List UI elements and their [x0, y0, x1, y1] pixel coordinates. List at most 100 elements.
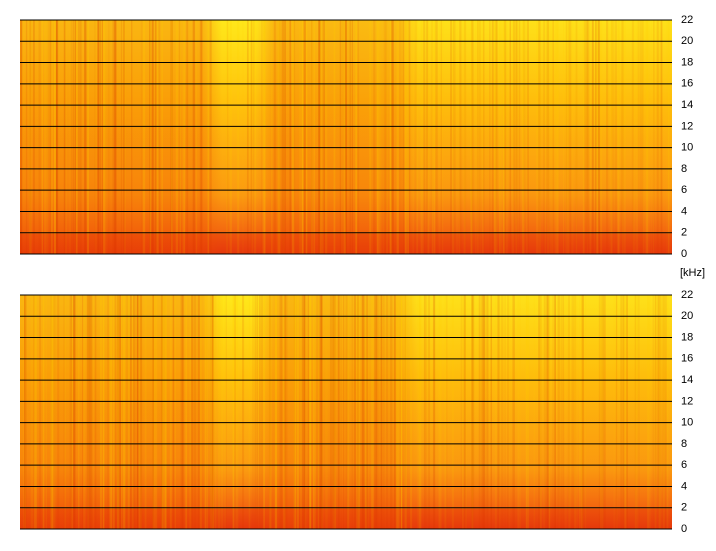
y-tick-label: 8	[681, 163, 687, 175]
spectrogram-stripe	[101, 20, 103, 254]
y-tick-label: 0	[681, 248, 687, 260]
spectrogram-stripe	[87, 20, 89, 254]
spectrogram-stripe	[451, 20, 454, 254]
spectrogram-stripe	[181, 295, 184, 529]
spectrogram-stripe	[475, 20, 477, 254]
spectrogram-stripe	[419, 295, 421, 529]
spectrogram-stripe	[556, 20, 559, 254]
spectrogram-stripe	[490, 295, 493, 529]
spectrogram-stripe	[75, 20, 77, 254]
spectrogram-stripe	[180, 295, 183, 529]
spectrogram-stripe	[304, 295, 306, 529]
spectrogram-stripe	[595, 20, 599, 254]
spectrogram-stripe	[273, 20, 276, 254]
spectrogram-stripe	[584, 20, 587, 254]
spectrogram-stripe	[450, 20, 452, 254]
spectrogram-stripe	[79, 20, 82, 254]
spectrogram-stripe	[426, 20, 429, 254]
spectrogram-stripe	[87, 20, 89, 254]
spectrogram-stripe	[497, 295, 499, 529]
spectrogram-stripe	[122, 295, 125, 529]
spectrogram-stripe	[438, 295, 441, 529]
spectrogram-stripe	[111, 295, 113, 529]
spectrogram-stripe	[269, 295, 271, 529]
spectrogram-stripe	[666, 295, 669, 529]
spectrogram-stripe	[571, 20, 574, 254]
spectrogram-stripe	[390, 20, 393, 254]
spectrogram-stripe	[539, 295, 542, 529]
spectrogram-stripe	[522, 20, 524, 254]
spectrogram-stripe	[552, 295, 554, 529]
spectrogram-stripe	[319, 20, 321, 254]
spectrogram-stripe	[256, 295, 258, 529]
spectrogram-stripe	[435, 20, 438, 254]
spectrogram-stripe	[499, 20, 501, 254]
spectrogram-stripe	[558, 295, 561, 529]
spectrogram-stripe	[313, 295, 315, 529]
spectrogram-stripe	[426, 20, 429, 254]
spectrogram-stripe	[624, 295, 627, 529]
y-tick-label: 6	[681, 184, 687, 196]
spectrogram-stripe	[412, 20, 414, 254]
spectrogram-stripe	[333, 20, 336, 254]
spectrogram-stripe	[416, 20, 419, 254]
spectrogram-stripe	[63, 295, 65, 529]
spectrogram-stripe	[645, 20, 647, 254]
spectrogram-stripe	[344, 20, 347, 254]
spectrogram-stripe	[75, 20, 77, 254]
spectrogram-stripe	[303, 295, 306, 529]
spectrogram-stripe	[87, 295, 90, 529]
spectrogram-stripe	[54, 20, 56, 254]
spectrogram-stripe	[322, 295, 324, 529]
spectrogram-stripe	[149, 20, 151, 254]
spectrogram-stripe	[538, 20, 541, 254]
spectrogram-stripe	[369, 20, 372, 254]
spectrogram-stripe	[431, 20, 433, 254]
spectrogram-stripe	[179, 20, 181, 254]
spectrogram-stripe	[656, 20, 658, 254]
spectrogram-stripe	[508, 295, 511, 529]
spectrogram-stripe	[247, 20, 249, 254]
spectrogram-stripe	[113, 20, 117, 254]
spectrogram-stripe	[667, 20, 669, 254]
spectrogram-stripe	[277, 20, 280, 254]
spectrogram-stripe	[646, 20, 648, 254]
spectrogram-stripe	[603, 295, 606, 529]
spectrogram-stripe	[654, 295, 657, 529]
spectrogram-stripe	[325, 295, 328, 529]
spectrogram-stripe	[545, 295, 548, 529]
spectrogram-stripe	[261, 295, 263, 529]
spectrogram-stripe	[499, 295, 501, 529]
spectrogram-stripe	[640, 20, 642, 254]
spectrogram-stripe	[114, 20, 117, 254]
spectrogram-stripe	[102, 20, 106, 254]
spectrogram-stripe	[340, 295, 342, 529]
spectrogram-stripe	[501, 20, 503, 254]
spectrogram-stripe	[592, 20, 594, 254]
spectrogram-stripe	[519, 295, 521, 529]
spectrogram-stripe	[99, 20, 101, 254]
spectrogram-stripe	[483, 20, 485, 254]
spectrogram-stripe	[624, 20, 626, 254]
spectrogram-stripe	[390, 295, 393, 529]
spectrogram-stripe	[439, 295, 442, 529]
spectrogram-stripe	[562, 295, 565, 529]
spectrogram-stripe	[606, 20, 609, 254]
spectrogram-stripe	[102, 295, 105, 529]
y-tick-label: 10	[681, 142, 693, 154]
spectrogram-stripe	[609, 20, 612, 254]
spectrogram-stripe	[105, 20, 108, 254]
spectrogram-stripe	[274, 295, 278, 529]
spectrogram-stripe	[39, 295, 41, 529]
spectrogram-stripe	[142, 20, 146, 254]
y-tick-label: 18	[681, 56, 693, 68]
spectrogram-stripe	[225, 295, 227, 529]
spectrogram-stripe	[598, 20, 601, 254]
spectrogram-stripe	[494, 295, 497, 529]
spectrogram-stripe	[408, 20, 411, 254]
spectrogram-stripe	[664, 295, 667, 529]
spectrogram-stripe	[69, 295, 71, 529]
spectrogram-stripe	[163, 295, 167, 529]
spectrogram-stripe	[217, 295, 220, 529]
